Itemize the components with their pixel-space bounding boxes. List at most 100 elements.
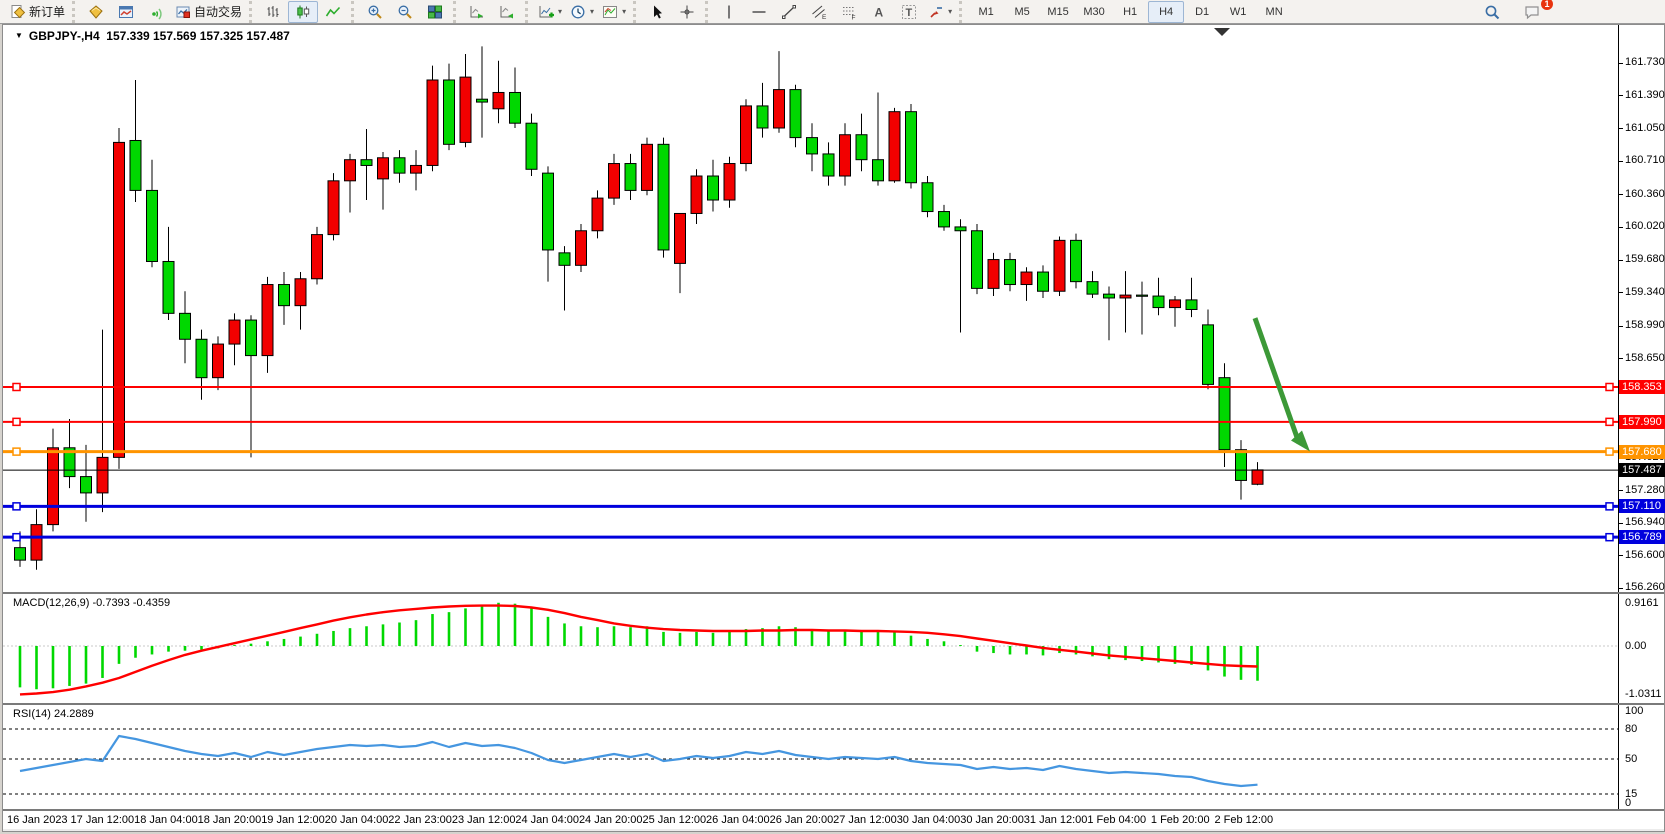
candle-body [261, 284, 274, 357]
bar-chart-button[interactable] [258, 1, 288, 23]
price-tick-label: 158.990 [1625, 319, 1665, 332]
new-order-button[interactable]: 新订单 [6, 1, 69, 23]
toolbar-group: E F A T ▾ [705, 0, 959, 23]
candle-body [888, 111, 901, 182]
label-button[interactable]: T [894, 1, 924, 23]
candle-body [1235, 449, 1247, 481]
line-handle[interactable] [1605, 502, 1614, 511]
candle-body [113, 141, 125, 458]
templates-button[interactable]: ▾ [598, 1, 630, 23]
trendline-button[interactable] [774, 1, 804, 23]
line-handle[interactable] [1605, 532, 1614, 542]
line-handle[interactable] [1605, 447, 1614, 456]
candle-body [162, 260, 175, 314]
market-watch-button[interactable] [111, 1, 141, 23]
price-tick [1618, 160, 1623, 162]
candles [14, 46, 1264, 570]
toolbar-group [453, 0, 525, 23]
new-order-button-label: 新订单 [29, 5, 66, 19]
pane-separator[interactable] [3, 703, 1664, 705]
line-handle[interactable] [12, 417, 21, 427]
signals-button[interactable] [141, 1, 171, 23]
trend-arrow-annotation[interactable] [1252, 317, 1302, 444]
price-chart-pane[interactable] [3, 25, 1618, 592]
timeframe-m5[interactable]: M5 [1014, 5, 1030, 18]
svg-text:T: T [906, 7, 913, 19]
candle-body [707, 175, 719, 201]
timeframe-w1[interactable]: W1 [1229, 5, 1247, 18]
notifications-button[interactable]: 1 [1517, 0, 1553, 23]
rsi-scale-label: 15 [1625, 788, 1638, 800]
crosshair-button[interactable] [672, 1, 702, 23]
time-label: 30 Jan 04:00 [896, 814, 961, 826]
notification-badge: 1 [1541, 0, 1553, 10]
candle-body [1103, 293, 1115, 299]
candle-body [1086, 281, 1099, 295]
price-label-157.680: 157.680 [1619, 444, 1665, 459]
line-handle[interactable] [12, 502, 21, 511]
line-handle[interactable] [12, 382, 21, 392]
text-button[interactable]: A [864, 1, 894, 23]
line-handle[interactable] [12, 532, 21, 542]
price-tick-label: 159.340 [1625, 285, 1665, 298]
candlestick-chart-button[interactable] [288, 0, 319, 23]
autotrading-button[interactable]: 自动交易 [171, 1, 246, 23]
crosshair-icon [679, 4, 695, 20]
chart-ohlc-values: 157.339 157.569 157.325 157.487 [106, 29, 290, 43]
candle-body [245, 319, 257, 357]
tile-windows-button[interactable] [420, 1, 450, 23]
auto-scroll-button[interactable] [462, 1, 492, 23]
timeframe-m15[interactable]: M15 [1047, 5, 1069, 18]
line-handle[interactable] [12, 447, 21, 456]
line-handle[interactable] [1605, 417, 1614, 427]
candle-body [47, 447, 59, 526]
line-handle[interactable] [1605, 382, 1614, 392]
candle-body [393, 157, 406, 174]
horizontal-line-button[interactable] [744, 1, 774, 23]
chevron-down-icon[interactable]: ▼ [15, 31, 23, 40]
chart-shift-button[interactable] [492, 1, 522, 23]
timeframe-h4[interactable]: H4 [1148, 0, 1185, 23]
timeframe-d1[interactable]: D1 [1195, 5, 1210, 18]
line-chart-button[interactable] [318, 1, 348, 23]
macd-pane[interactable] [3, 594, 1618, 703]
candle-body [509, 91, 521, 124]
chart-shift-marker[interactable] [1214, 28, 1230, 36]
candle-body [344, 159, 356, 182]
trend-arrow-head[interactable] [1291, 430, 1310, 452]
candle-body [146, 189, 158, 262]
vertical-line-button[interactable] [714, 1, 744, 23]
timeframe-m1[interactable]: M1 [978, 5, 994, 18]
candle-body [1119, 294, 1132, 299]
objects-button[interactable]: ▾ [924, 1, 956, 23]
price-label-156.789: 156.789 [1619, 530, 1665, 545]
chevron-down-icon: ▾ [622, 7, 627, 16]
chart-shift-icon [499, 4, 515, 20]
periods-button[interactable]: ▾ [566, 1, 598, 23]
zoom-in-button[interactable] [360, 1, 390, 23]
time-axis[interactable]: 16 Jan 2023 17 Jan 12:00 18 Jan 04:00 18 Ja… [3, 811, 1617, 829]
indicators-button[interactable]: ▾ [534, 1, 566, 23]
cursor-button[interactable] [642, 1, 672, 23]
text-a-icon: A [871, 4, 887, 20]
fibonacci-button[interactable]: F [834, 1, 864, 23]
timeframe-group: M1 M5 M15 M30 H1 H4 D1 W1 MN [959, 0, 1295, 23]
timeframe-m30[interactable]: M30 [1083, 5, 1105, 18]
quotes-button[interactable] [81, 1, 111, 23]
pane-separator[interactable] [3, 592, 1664, 594]
price-axis-border [1618, 25, 1619, 809]
line-chart-icon [325, 4, 341, 20]
chevron-down-icon: ▾ [558, 7, 563, 16]
timeframe-mn[interactable]: MN [1265, 5, 1283, 18]
channel-button[interactable]: E [804, 1, 834, 23]
channel-icon: E [811, 4, 827, 21]
chart-window[interactable]: ▼ GBPJPY-,H4 157.339 157.569 157.325 157.… [2, 24, 1665, 832]
rsi-pane[interactable] [3, 705, 1618, 810]
toolbar: 新订单 自动交易 ▾ ▾ ▾ E F A T ▾ M1 M5 M15 M30 H1 H4 D1 W1 MN 1 [0, 0, 1665, 24]
time-label: 30 Jan 20:00 [960, 814, 1024, 826]
timeframe-h1[interactable]: H1 [1123, 5, 1138, 18]
fibonacci-icon: F [841, 4, 857, 21]
rsi-scale-label: 50 [1625, 753, 1638, 765]
zoom-out-button[interactable] [390, 1, 420, 23]
search-button[interactable] [1477, 1, 1507, 23]
